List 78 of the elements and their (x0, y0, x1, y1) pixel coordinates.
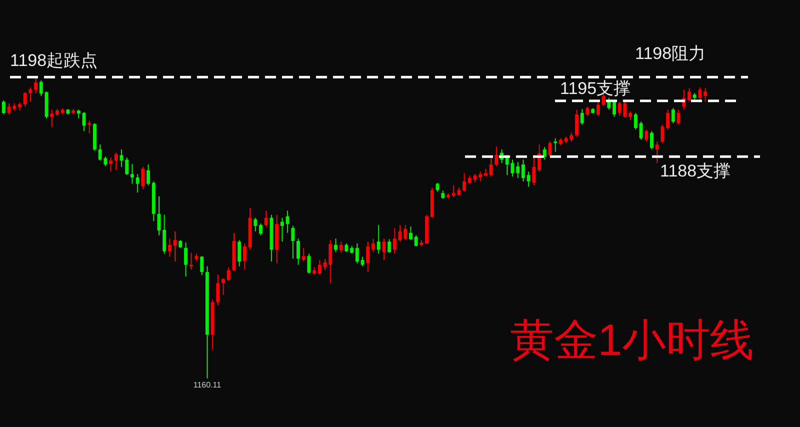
candlestick (671, 108, 675, 124)
candlestick (173, 230, 177, 262)
candlestick (189, 252, 193, 270)
candlestick (644, 129, 648, 142)
candlestick (334, 238, 338, 253)
candlestick (542, 146, 546, 160)
candlestick (554, 138, 558, 152)
candlestick (184, 242, 188, 278)
candlestick (280, 217, 284, 242)
candlestick (141, 166, 145, 190)
candlestick (676, 109, 680, 126)
candlestick (286, 210, 290, 234)
candlestick (360, 256, 364, 267)
candlestick (634, 112, 638, 130)
candlestick (254, 217, 258, 232)
candlestick (382, 238, 386, 260)
candlestick (639, 121, 643, 140)
ref-line-label: 1188支撑 (660, 162, 731, 181)
candlestick (34, 76, 38, 94)
candlestick (136, 174, 140, 193)
candlestick (371, 238, 375, 253)
candlestick (50, 109, 54, 128)
candlestick (259, 223, 263, 236)
candlestick (521, 159, 525, 182)
candlestick (596, 102, 600, 116)
candlestick (226, 266, 230, 282)
candlestick (222, 278, 226, 296)
candlestick (28, 86, 32, 102)
text: 1198阻力 (635, 44, 706, 64)
candlestick (548, 141, 552, 158)
candlestick (238, 240, 242, 267)
candlestick (489, 154, 493, 178)
candlestick (580, 108, 584, 126)
candlestick (494, 146, 498, 167)
candlestick (408, 226, 412, 241)
candlestick (302, 247, 306, 262)
candlestick (655, 141, 659, 164)
text: 黄金1小时线 (510, 316, 754, 365)
candlestick (586, 106, 590, 116)
candlestick (532, 156, 536, 186)
candlestick (526, 171, 530, 188)
text: 1160.11 (193, 380, 222, 390)
candlestick (216, 274, 220, 306)
ref-line-label: 1198起跌点 (10, 51, 98, 70)
candlestick (200, 256, 204, 276)
candlestick (376, 224, 380, 254)
candlestick (650, 130, 654, 150)
candlestick (114, 152, 118, 171)
candlestick (628, 110, 632, 121)
candlestick (23, 92, 27, 108)
candlestick (388, 238, 392, 254)
ref-line-label: 1195支撑 (560, 78, 631, 98)
candlestick (307, 253, 311, 274)
candlestick (146, 164, 150, 186)
candlestick (296, 238, 300, 266)
candlestick (291, 225, 295, 259)
candlestick (39, 80, 43, 97)
candlestick (168, 238, 172, 258)
candlestick (339, 241, 343, 254)
candlestick (414, 234, 418, 247)
candlestick (392, 228, 396, 254)
candlestick (688, 88, 692, 102)
candlestick (698, 86, 702, 101)
candlestick (660, 124, 664, 144)
candlestick (318, 259, 322, 275)
candlestick (462, 172, 466, 192)
candlestick (704, 88, 708, 102)
candlestick (264, 210, 268, 228)
candlestick (88, 120, 92, 134)
candlestick (666, 109, 670, 130)
candlestick (242, 242, 246, 270)
candlestick (366, 241, 370, 273)
candlestick (355, 242, 359, 264)
candlestick (82, 112, 86, 132)
candlestick (575, 109, 579, 138)
candlestick (109, 157, 113, 172)
candlestick (130, 163, 134, 184)
candlestick (2, 100, 6, 115)
